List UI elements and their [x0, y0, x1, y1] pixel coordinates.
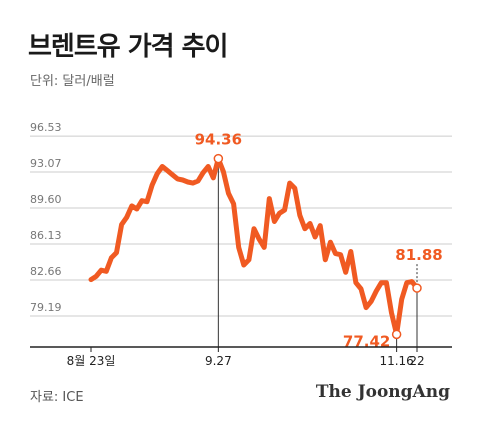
- x-tick-label: 11.16: [379, 354, 413, 368]
- annotation-label: 94.36: [195, 131, 242, 149]
- x-tick-label: 9.27: [205, 354, 232, 368]
- source-note: 자료: ICE: [30, 390, 84, 405]
- y-tick-label: 96.53: [30, 121, 62, 134]
- annotation-marker: [213, 153, 224, 164]
- y-tick-label: 79.19: [30, 301, 62, 314]
- y-tick-label: 82.66: [30, 265, 62, 278]
- annotation-labels: 94.36 77.42 81.88: [195, 131, 443, 351]
- x-tick-label: 8월 23일: [67, 354, 116, 368]
- annotation-marker: [412, 283, 422, 293]
- y-tick-label: 93.07: [30, 157, 62, 170]
- grid-lines: [30, 135, 452, 317]
- annotation-markers: [213, 153, 422, 340]
- y-axis-ticks: 96.53 93.07 89.60 86.13 82.66 79.19: [30, 121, 62, 314]
- publisher-logo: The JoongAng: [315, 382, 450, 402]
- y-tick-label: 86.13: [30, 229, 62, 242]
- series-layer: [88, 156, 420, 337]
- x-tick-label: 22: [409, 354, 424, 368]
- annotation-marker: [391, 329, 402, 340]
- annotation-label: 77.42: [343, 332, 390, 350]
- y-tick-label: 89.60: [30, 193, 62, 206]
- series-line-brent: [88, 156, 420, 337]
- annotation-label: 81.88: [395, 246, 442, 264]
- unit-label: 단위: 달러/배럴: [30, 74, 115, 89]
- chart-title: 브렌트유 가격 추이: [28, 32, 228, 62]
